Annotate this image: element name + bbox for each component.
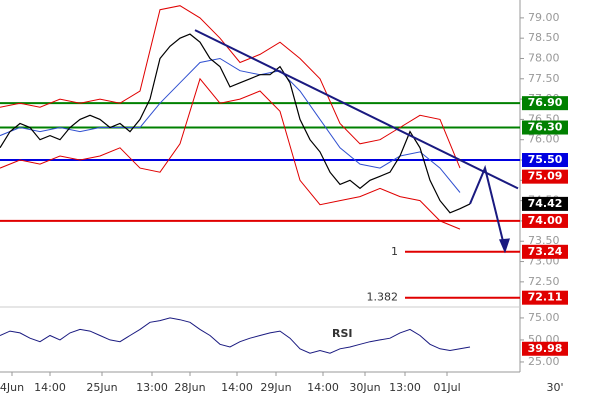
rsi-tick-label: 75.00: [528, 311, 560, 324]
level-box: [522, 341, 568, 356]
x-tick-label: 25Jun: [86, 381, 117, 394]
level-box-label: 72.11: [528, 291, 563, 304]
fib-label: 1.382: [367, 291, 399, 304]
x-tick-label: 29Jun: [260, 381, 291, 394]
level-box: [522, 153, 568, 168]
level-box-label: 74.42: [528, 197, 563, 210]
timeframe: 30': [546, 381, 563, 394]
projection: [469, 164, 506, 250]
level-box-label: 75.50: [528, 153, 563, 166]
x-tick-label: 14:00: [221, 381, 253, 394]
level-box-label: 39.98: [528, 342, 563, 355]
x-tick-label: 13:00: [389, 381, 421, 394]
rsi-tick-label: 25.00: [528, 355, 560, 368]
band-line: [0, 5, 461, 169]
fib-label: 1: [391, 245, 398, 258]
y-tick-label: 76.00: [528, 133, 560, 146]
y-tick-label: 78.50: [528, 31, 560, 44]
level-box: [522, 196, 568, 211]
level-box-label: 75.09: [528, 170, 563, 183]
level-box-label: 76.90: [528, 96, 563, 109]
x-tick-label: 14:00: [307, 381, 339, 394]
level-box: [522, 120, 568, 135]
band-line: [0, 77, 461, 230]
level-box-label: 74.00: [528, 214, 563, 227]
trendline: [194, 29, 519, 190]
y-tick-label: 77.50: [528, 72, 560, 85]
x-tick-label: 4Jun: [0, 381, 24, 394]
rsi-label: RSI: [332, 327, 353, 340]
level-box-label: 73.24: [528, 245, 563, 258]
level-box: [522, 244, 568, 259]
y-tick-label: 73.50: [528, 234, 560, 247]
level-box: [522, 96, 568, 111]
x-tick-label: 14:00: [34, 381, 66, 394]
y-tick-label: 79.00: [528, 11, 560, 24]
x-tick-label: 28Jun: [174, 381, 205, 394]
level-box: [522, 213, 568, 228]
level-box: [522, 169, 568, 184]
y-tick-label: 72.50: [528, 275, 560, 288]
arrow-head: [499, 238, 510, 254]
rsi-line: [0, 317, 471, 354]
price-line: [0, 33, 471, 214]
band-line: [0, 57, 461, 193]
level-box: [522, 290, 568, 305]
x-tick-label: 13:00: [136, 381, 168, 394]
level-box-label: 76.30: [528, 121, 563, 134]
x-tick-label: 01Jul: [433, 381, 460, 394]
x-tick-label: 30Jun: [349, 381, 380, 394]
y-tick-label: 78.00: [528, 51, 560, 64]
